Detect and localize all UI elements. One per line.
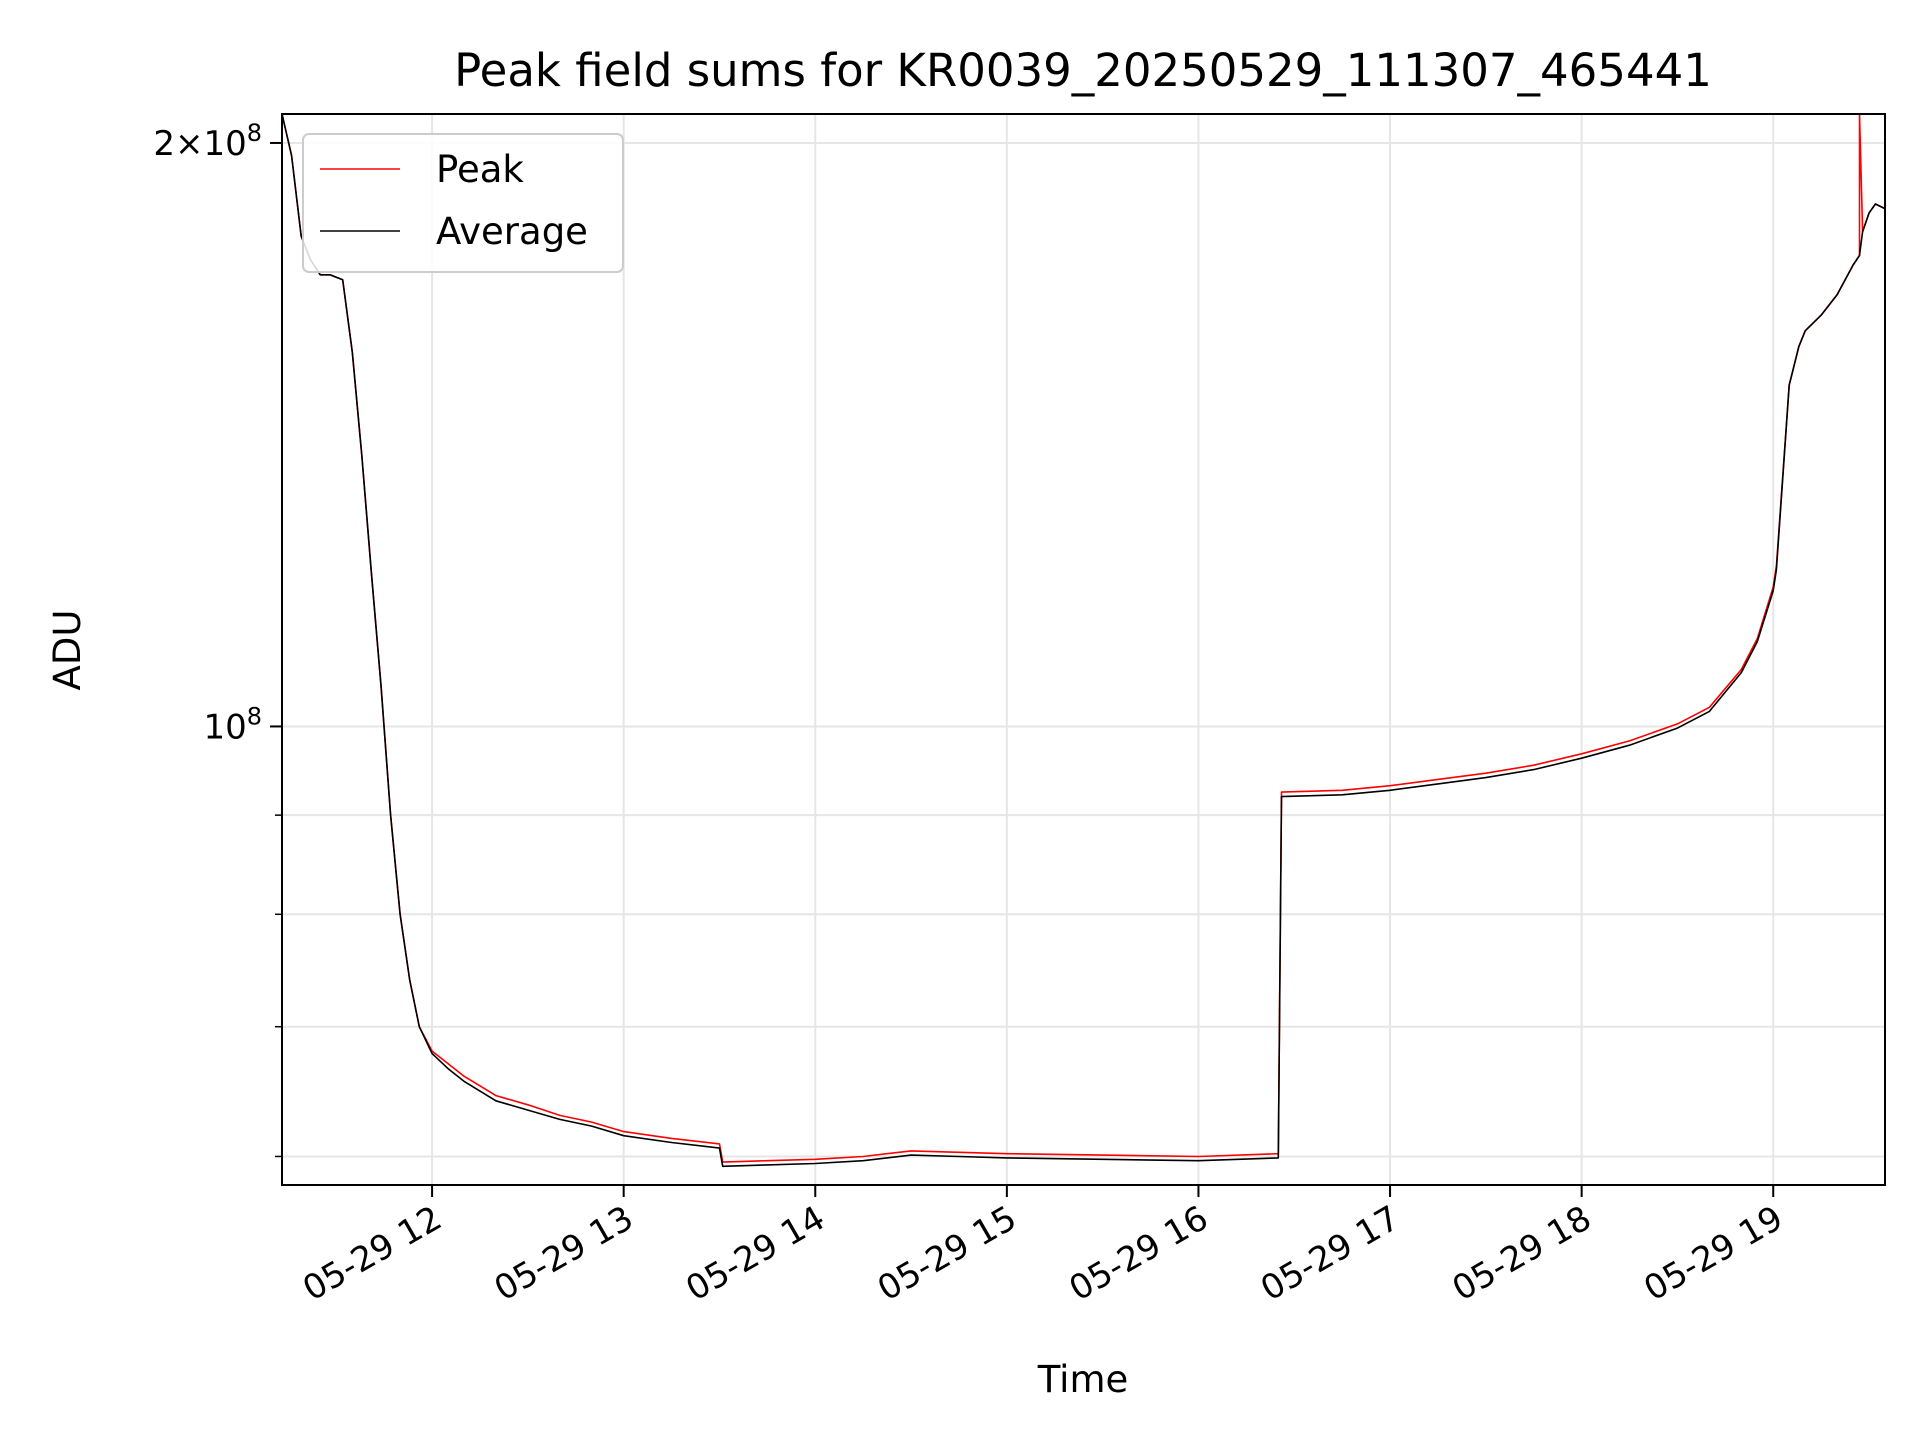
legend-label-average: Average xyxy=(436,210,588,253)
grid xyxy=(282,114,1885,1185)
x-axis-label: Time xyxy=(1037,1358,1129,1401)
legend: Peak Average xyxy=(302,133,624,273)
y-tick-exponent: 8 xyxy=(247,702,262,730)
y-tick-label: 2×108 xyxy=(153,119,262,164)
y-tick-base: 10 xyxy=(203,124,246,164)
y-tick-exponent: 8 xyxy=(247,119,262,147)
series-line-average xyxy=(282,114,1885,1168)
y-tick-base: 10 xyxy=(203,707,246,747)
y-tick-label: 108 xyxy=(203,702,262,747)
plot-lines xyxy=(282,114,1885,1168)
chart-title: Peak field sums for KR0039_20250529_1113… xyxy=(454,44,1712,97)
legend-label-peak: Peak xyxy=(436,148,524,191)
y-axis-label: ADU xyxy=(46,610,89,691)
plot-frame xyxy=(281,113,1886,1186)
y-tick-multiplier: 2× xyxy=(153,124,203,164)
